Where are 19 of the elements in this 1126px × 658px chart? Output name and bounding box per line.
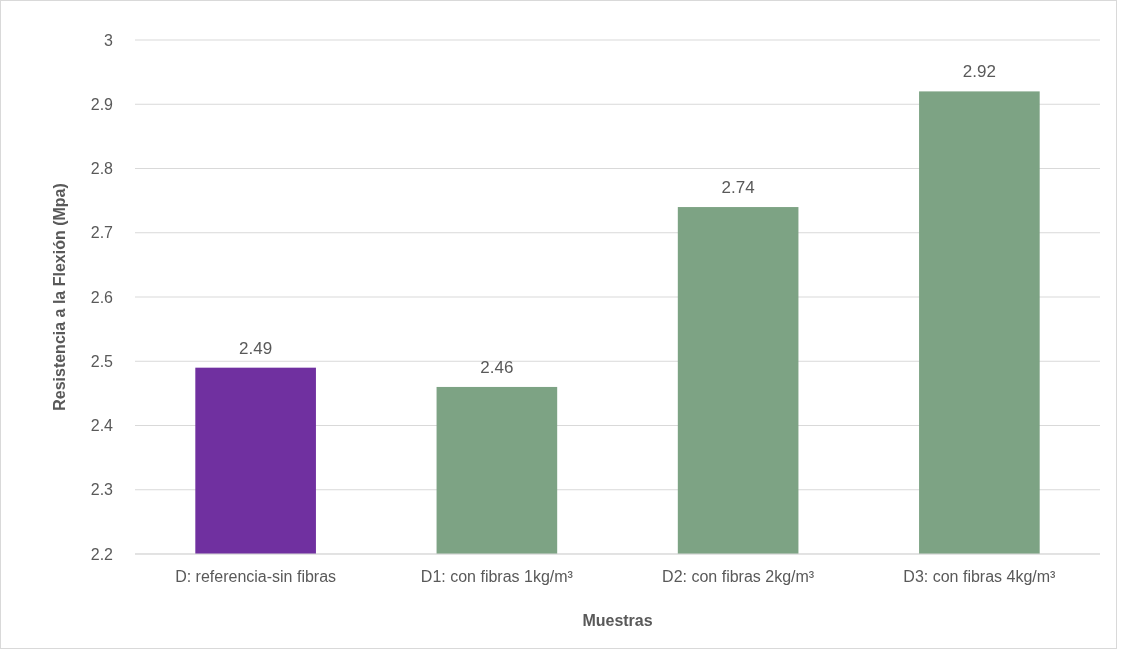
x-tick-label: D3: con fibras 4kg/m³ (903, 568, 1057, 585)
x-tick-label: D: referencia-sin fibras (175, 568, 337, 585)
y-tick-label: 2.8 (90, 160, 114, 178)
y-tick-label: 2.3 (90, 481, 114, 499)
y-tick-label: 2.9 (90, 95, 114, 113)
x-axis-title: Muestras (582, 612, 653, 629)
data-label: 2.74 (721, 178, 755, 198)
data-label: 2.49 (239, 338, 273, 358)
y-tick-label: 2.2 (90, 545, 114, 563)
y-tick-label: 2.6 (90, 288, 114, 306)
data-label: 2.92 (962, 62, 996, 82)
data-label: 2.46 (480, 357, 514, 377)
y-tick-label: 2.5 (90, 352, 114, 370)
y-tick-label: 2.4 (90, 417, 114, 435)
x-tick-label: D2: con fibras 2kg/m³ (662, 568, 815, 585)
y-axis-title: Resistencia a la Flexión (Mpa) (51, 183, 68, 411)
x-tick-label: D1: con fibras 1kg/m³ (420, 568, 574, 585)
y-tick-label: 2.7 (90, 224, 114, 242)
y-tick-label: 3 (104, 31, 114, 49)
